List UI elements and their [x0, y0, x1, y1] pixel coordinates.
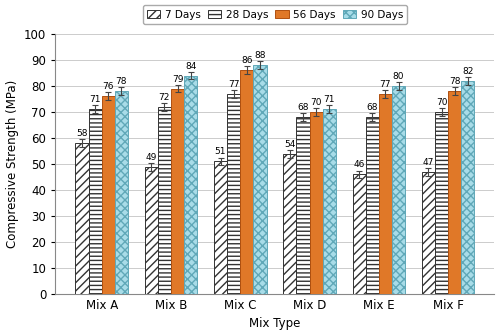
Text: 84: 84 — [185, 61, 196, 71]
Text: 82: 82 — [462, 67, 473, 76]
Y-axis label: Compressive Strength (MPa): Compressive Strength (MPa) — [6, 80, 18, 248]
Bar — [435, 112, 448, 294]
Text: 78: 78 — [449, 77, 460, 86]
Bar — [422, 172, 435, 294]
Bar — [171, 89, 184, 294]
Bar — [379, 94, 392, 294]
Text: 77: 77 — [380, 80, 391, 89]
Legend: 7 Days, 28 Days, 56 Days, 90 Days: 7 Days, 28 Days, 56 Days, 90 Days — [143, 5, 407, 24]
Bar — [102, 96, 115, 294]
Text: 70: 70 — [310, 98, 322, 107]
Bar — [184, 76, 198, 294]
Text: 58: 58 — [76, 129, 88, 138]
Text: 68: 68 — [366, 103, 378, 112]
Bar — [352, 174, 366, 294]
Bar — [240, 70, 254, 294]
Text: 78: 78 — [116, 77, 127, 86]
Bar — [366, 117, 379, 294]
Text: 71: 71 — [90, 95, 101, 104]
Text: 76: 76 — [102, 82, 114, 91]
Text: 72: 72 — [158, 93, 170, 102]
Bar — [296, 117, 310, 294]
Bar — [254, 65, 266, 294]
Text: 54: 54 — [284, 140, 296, 149]
Text: 88: 88 — [254, 51, 266, 60]
Text: 47: 47 — [422, 158, 434, 167]
X-axis label: Mix Type: Mix Type — [249, 318, 300, 330]
Bar — [462, 81, 474, 294]
Bar — [448, 91, 462, 294]
Text: 86: 86 — [241, 56, 252, 66]
Bar — [158, 107, 171, 294]
Bar — [76, 143, 88, 294]
Bar — [214, 161, 227, 294]
Bar — [227, 94, 240, 294]
Text: 68: 68 — [297, 103, 308, 112]
Bar — [88, 110, 102, 294]
Bar — [283, 154, 296, 294]
Bar — [322, 110, 336, 294]
Bar — [310, 112, 322, 294]
Text: 71: 71 — [324, 95, 335, 104]
Bar — [144, 167, 158, 294]
Text: 77: 77 — [228, 80, 239, 89]
Text: 51: 51 — [215, 148, 226, 157]
Bar — [392, 86, 405, 294]
Text: 46: 46 — [354, 161, 365, 169]
Text: 70: 70 — [436, 98, 448, 107]
Text: 49: 49 — [146, 153, 157, 162]
Text: 80: 80 — [393, 72, 404, 81]
Text: 79: 79 — [172, 75, 184, 84]
Bar — [115, 91, 128, 294]
